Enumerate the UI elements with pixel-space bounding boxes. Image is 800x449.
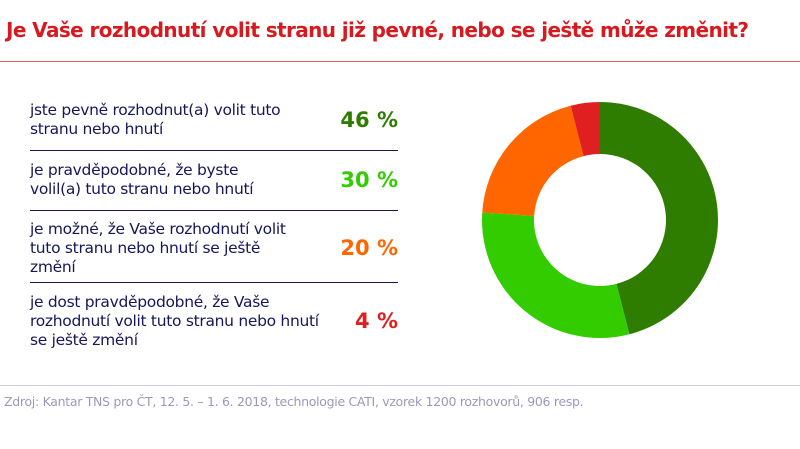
donut-slice bbox=[482, 212, 630, 338]
data-label: 46 % bbox=[340, 108, 398, 132]
legend-row: je pravděpodobné, že byste volil(a) tuto… bbox=[30, 158, 398, 202]
footer-divider bbox=[0, 385, 800, 386]
donut-slice bbox=[570, 102, 600, 157]
title-divider bbox=[0, 61, 800, 62]
donut-slice bbox=[600, 102, 718, 335]
donut-slice bbox=[482, 105, 584, 216]
legend-row: je dost pravděpodobné, že Vaše rozhodnut… bbox=[30, 290, 398, 352]
row-divider bbox=[30, 150, 398, 151]
data-label: 30 % bbox=[340, 168, 398, 192]
legend-label: jste pevně rozhodnut(a) volit tuto stran… bbox=[30, 101, 281, 138]
legend-row: je možné, že Vaše rozhodnutí volit tuto … bbox=[30, 218, 398, 278]
legend-label: je pravděpodobné, že byste volil(a) tuto… bbox=[30, 161, 254, 198]
row-divider bbox=[30, 282, 398, 283]
data-label: 20 % bbox=[340, 236, 398, 260]
legend-row: jste pevně rozhodnut(a) volit tuto stran… bbox=[30, 98, 398, 142]
data-label: 4 % bbox=[355, 309, 398, 333]
legend-label: je dost pravděpodobné, že Vaše rozhodnut… bbox=[30, 292, 319, 349]
legend-label: je možné, že Vaše rozhodnutí volit tuto … bbox=[30, 219, 286, 276]
row-divider bbox=[30, 210, 398, 211]
source-note: Zdroj: Kantar TNS pro ČT, 12. 5. – 1. 6.… bbox=[4, 394, 584, 409]
chart-title: Je Vaše rozhodnutí volit stranu již pevn… bbox=[6, 18, 749, 42]
